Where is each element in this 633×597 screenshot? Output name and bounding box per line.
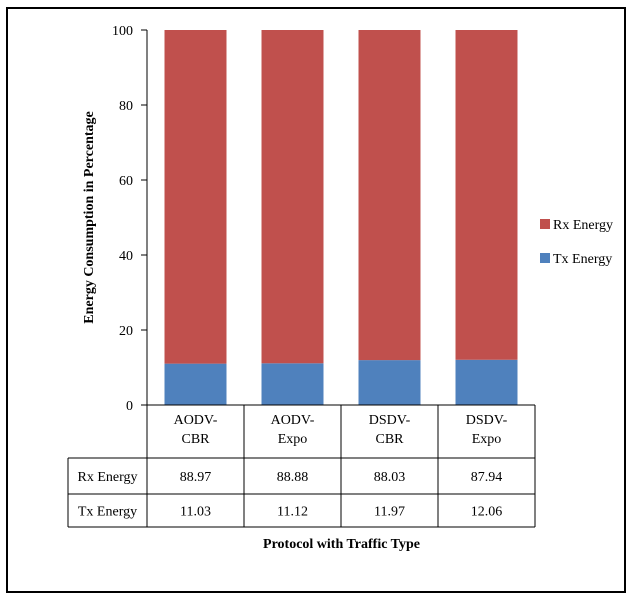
x-category-label: DSDV- Expo [466,413,508,447]
bar-rx-energy-2 [261,30,324,364]
x-category-label-line: CBR [375,432,404,447]
x-axis-title: Protocol with Traffic Type [263,537,420,552]
x-category-label-line: Expo [278,432,308,447]
table-row-label: Rx Energy [77,470,137,485]
table-cell-value: 87.94 [471,470,503,485]
x-category-label-line: AODV- [174,413,218,428]
table-cell-value: 11.03 [180,505,211,520]
x-category-label: AODV- Expo [271,413,315,447]
y-tick-label: 0 [126,399,133,414]
bar-tx-energy-2 [261,363,324,405]
y-tick-label: 20 [119,324,133,339]
table-cell-value: 88.88 [277,470,309,485]
x-category-label-line: CBR [181,432,210,447]
y-tick-label: 60 [119,174,133,189]
bar-rx-energy-1 [164,30,227,364]
y-tick-label: 80 [119,99,133,114]
bar-tx-energy-3 [358,360,421,405]
y-axis-title: Energy Consumption in Percentage [82,111,97,323]
table-cell-value: 88.97 [180,470,212,485]
table-cell-value: 88.03 [374,470,406,485]
x-category-label-line: DSDV- [466,413,508,428]
legend-label-rx-energy: Rx Energy [553,218,613,233]
bar-rx-energy-3 [358,30,421,361]
table-cell-value: 11.97 [374,505,405,520]
chart-frame [6,7,626,593]
x-category-label-line: AODV- [271,413,315,428]
y-tick-label: 40 [119,249,133,264]
x-category-label: DSDV- CBR [369,413,411,447]
x-category-label: AODV- CBR [174,413,218,447]
bar-tx-energy-4 [455,359,518,405]
legend-swatch-tx-energy [540,253,550,263]
y-tick-label: 100 [112,24,133,39]
table-cell-value: 12.06 [471,505,503,520]
x-category-label-line: DSDV- [369,413,411,428]
bar-tx-energy-1 [164,363,227,405]
x-category-label-line: Expo [472,432,502,447]
legend-swatch-rx-energy [540,219,550,229]
table-cell-value: 11.12 [277,505,308,520]
bar-rx-energy-4 [455,30,518,360]
table-row-label: Tx Energy [78,505,137,520]
legend-label-tx-energy: Tx Energy [553,252,612,267]
